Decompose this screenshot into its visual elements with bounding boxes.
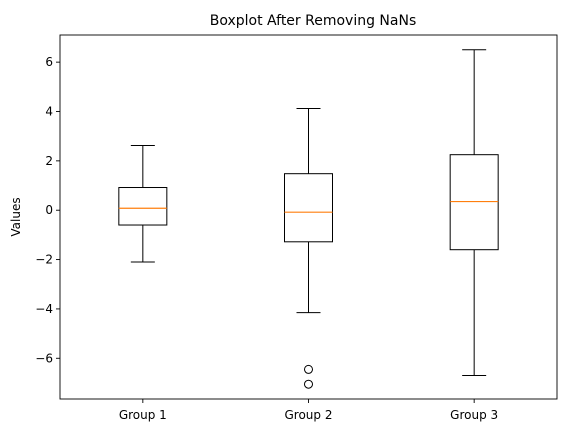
y-tick-label: 2 <box>45 154 53 168</box>
plot-frame <box>59 34 558 400</box>
chart-title: Boxplot After Removing NaNs <box>210 13 417 29</box>
y-tick-label: 6 <box>45 55 53 69</box>
y-tick-label: 0 <box>45 203 53 217</box>
box-iqr <box>284 173 333 243</box>
y-axis-label: Values <box>9 197 23 236</box>
outlier-point <box>304 364 313 374</box>
box-group <box>118 145 168 263</box>
x-tick-label: Group 2 <box>285 408 333 422</box>
box-iqr <box>449 154 499 251</box>
y-tick-label: 4 <box>45 105 53 119</box>
y-tick-label: −2 <box>35 253 53 267</box>
x-tick-label: Group 1 <box>119 408 167 422</box>
y-tick-label: −4 <box>35 302 53 316</box>
box-iqr <box>118 187 168 226</box>
x-tick-label: Group 3 <box>450 408 498 422</box>
box-group <box>284 108 333 389</box>
y-tick-label: −6 <box>35 351 53 365</box>
outlier-point <box>304 379 313 389</box>
box-group <box>449 49 499 377</box>
